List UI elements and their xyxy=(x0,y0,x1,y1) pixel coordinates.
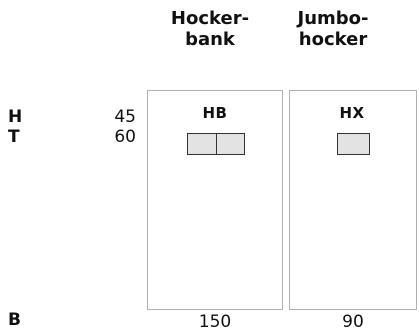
column-header-hockerbank: Hocker- bank xyxy=(160,8,260,50)
height-value: 45 xyxy=(114,107,136,127)
width-value-hockerbank: 150 xyxy=(198,312,232,332)
column-header-line2: bank xyxy=(185,29,235,50)
product-code-hb: HB xyxy=(202,104,228,122)
depth-label: T xyxy=(8,127,20,147)
width-value-jumbohocker: 90 xyxy=(342,312,364,332)
width-label: B xyxy=(8,310,21,330)
column-header-line1: Jumbo- xyxy=(297,8,369,29)
product-panel-jumbohocker xyxy=(289,90,417,310)
column-header-jumbohocker: Jumbo- hocker xyxy=(283,8,383,50)
depth-value: 60 xyxy=(114,127,136,147)
product-code-hx: HX xyxy=(339,104,365,122)
height-label: H xyxy=(8,107,23,127)
column-header-line1: Hocker- xyxy=(170,8,250,29)
seat-divider xyxy=(216,134,217,154)
column-header-line2: hocker xyxy=(298,29,368,50)
seat-symbol-hockerbank xyxy=(187,133,245,155)
seat-symbol-jumbohocker xyxy=(337,133,370,155)
product-panel-hockerbank xyxy=(147,90,283,310)
